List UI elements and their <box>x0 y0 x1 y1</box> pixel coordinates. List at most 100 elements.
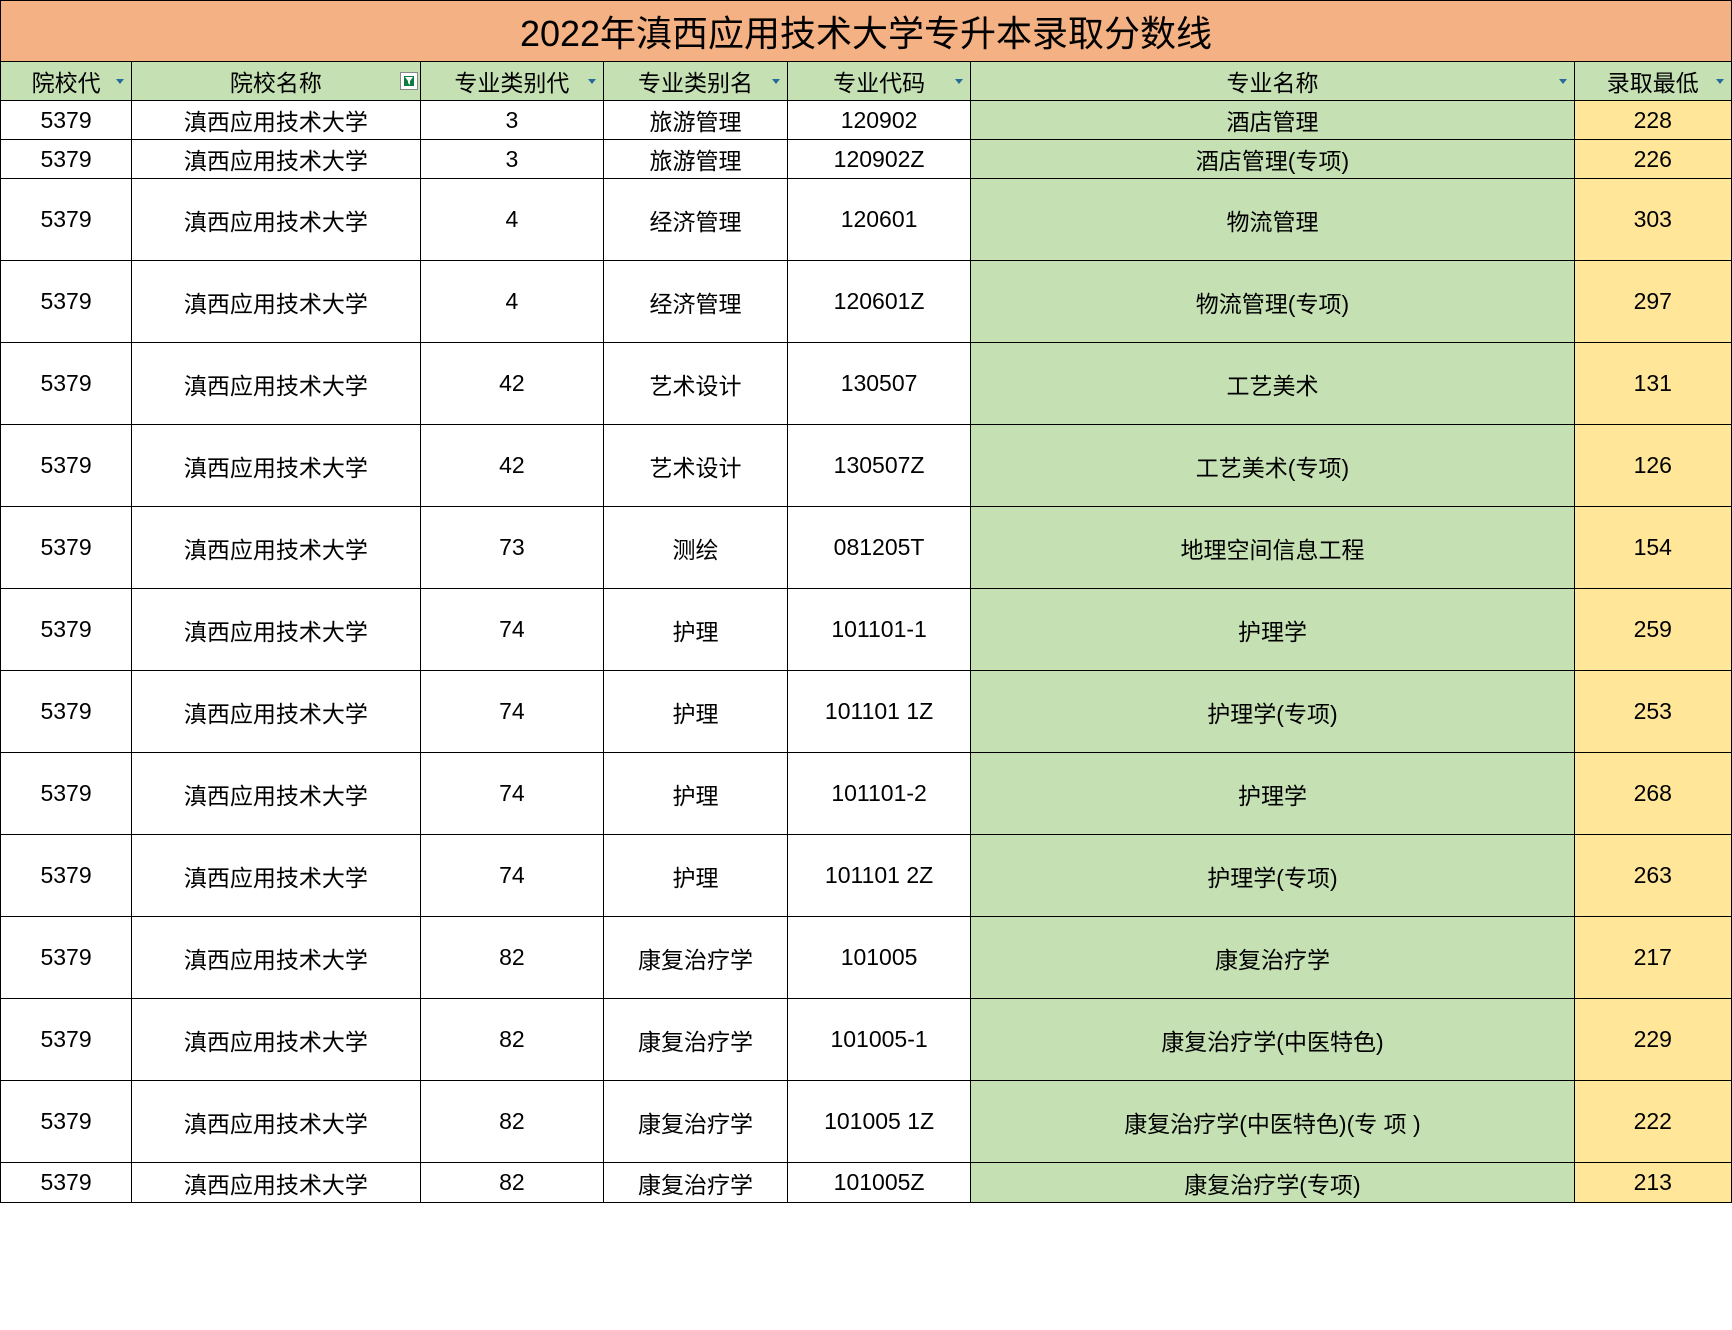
cell-major_code: 120902Z <box>787 140 971 179</box>
cell-school_code: 5379 <box>1 835 132 917</box>
header-label: 专业类别名 <box>638 64 753 98</box>
cell-major_name: 康复治疗学(中医特色) <box>971 999 1574 1081</box>
header-label: 专业名称 <box>1226 64 1318 98</box>
cell-cat_code: 82 <box>420 1081 604 1163</box>
cell-major_code: 130507Z <box>787 425 971 507</box>
cell-major_code: 101005 1Z <box>787 1081 971 1163</box>
cell-score: 217 <box>1574 917 1731 999</box>
cell-school_code: 5379 <box>1 999 132 1081</box>
header-label: 录取最低 <box>1607 64 1699 98</box>
table-row: 5379滇西应用技术大学82康复治疗学101005康复治疗学217 <box>1 917 1732 999</box>
table-row: 5379滇西应用技术大学4经济管理120601Z物流管理(专项)297 <box>1 261 1732 343</box>
filter-dropdown-icon[interactable] <box>1711 72 1729 90</box>
cell-school_code: 5379 <box>1 917 132 999</box>
cell-major_code: 120601Z <box>787 261 971 343</box>
cell-major_code: 081205T <box>787 507 971 589</box>
cell-score: 297 <box>1574 261 1731 343</box>
filter-dropdown-icon[interactable] <box>111 72 129 90</box>
header-major_name[interactable]: 专业名称 <box>971 62 1574 101</box>
cell-major_code: 120902 <box>787 101 971 140</box>
cell-cat_name: 艺术设计 <box>604 425 788 507</box>
cell-score: 303 <box>1574 179 1731 261</box>
cell-cat_name: 经济管理 <box>604 179 788 261</box>
cell-major_code: 101005 <box>787 917 971 999</box>
cell-score: 213 <box>1574 1163 1731 1203</box>
cell-school_name: 滇西应用技术大学 <box>132 179 421 261</box>
header-score[interactable]: 录取最低 <box>1574 62 1731 101</box>
table-row: 5379滇西应用技术大学73测绘081205T地理空间信息工程154 <box>1 507 1732 589</box>
cell-cat_name: 测绘 <box>604 507 788 589</box>
cell-school_code: 5379 <box>1 101 132 140</box>
cell-score: 268 <box>1574 753 1731 835</box>
cell-school_name: 滇西应用技术大学 <box>132 261 421 343</box>
header-cat_name[interactable]: 专业类别名 <box>604 62 788 101</box>
filter-dropdown-icon[interactable] <box>583 72 601 90</box>
cell-score: 259 <box>1574 589 1731 671</box>
cell-cat_code: 3 <box>420 101 604 140</box>
cell-school_name: 滇西应用技术大学 <box>132 1081 421 1163</box>
cell-school_name: 滇西应用技术大学 <box>132 140 421 179</box>
cell-major_name: 地理空间信息工程 <box>971 507 1574 589</box>
cell-cat_code: 4 <box>420 261 604 343</box>
cell-major_name: 物流管理(专项) <box>971 261 1574 343</box>
cell-cat_name: 艺术设计 <box>604 343 788 425</box>
cell-cat_code: 4 <box>420 179 604 261</box>
filter-dropdown-icon[interactable] <box>950 72 968 90</box>
cell-cat_code: 74 <box>420 835 604 917</box>
filter-applied-icon[interactable] <box>400 72 418 90</box>
cell-major_name: 康复治疗学(中医特色)(专 项 ) <box>971 1081 1574 1163</box>
table-row: 5379滇西应用技术大学42艺术设计130507Z工艺美术(专项)126 <box>1 425 1732 507</box>
cell-cat_name: 康复治疗学 <box>604 999 788 1081</box>
cell-cat_name: 康复治疗学 <box>604 1163 788 1203</box>
cell-school_code: 5379 <box>1 179 132 261</box>
filter-dropdown-icon[interactable] <box>1554 72 1572 90</box>
cell-cat_name: 康复治疗学 <box>604 1081 788 1163</box>
cell-major_code: 101101 2Z <box>787 835 971 917</box>
filter-dropdown-icon[interactable] <box>767 72 785 90</box>
cell-cat_name: 护理 <box>604 753 788 835</box>
header-school_code[interactable]: 院校代 <box>1 62 132 101</box>
cell-score: 126 <box>1574 425 1731 507</box>
cell-school_name: 滇西应用技术大学 <box>132 101 421 140</box>
cell-cat_code: 74 <box>420 753 604 835</box>
cell-school_name: 滇西应用技术大学 <box>132 1163 421 1203</box>
header-row: 院校代 院校名称 专业类别代 专业类别名 专业代码 专业名称 录取最低 <box>1 62 1732 101</box>
cell-school_name: 滇西应用技术大学 <box>132 835 421 917</box>
cell-major_name: 护理学 <box>971 589 1574 671</box>
cell-major_code: 101005Z <box>787 1163 971 1203</box>
table-body: 5379滇西应用技术大学3旅游管理120902酒店管理2285379滇西应用技术… <box>1 101 1732 1203</box>
cell-major_name: 工艺美术(专项) <box>971 425 1574 507</box>
title-row: 2022年滇西应用技术大学专升本录取分数线 <box>1 1 1732 62</box>
cell-cat_name: 护理 <box>604 835 788 917</box>
cell-major_name: 酒店管理(专项) <box>971 140 1574 179</box>
header-cat_code[interactable]: 专业类别代 <box>420 62 604 101</box>
header-major_code[interactable]: 专业代码 <box>787 62 971 101</box>
table-row: 5379滇西应用技术大学74护理101101-1护理学259 <box>1 589 1732 671</box>
cell-major_name: 护理学(专项) <box>971 835 1574 917</box>
cell-school_code: 5379 <box>1 753 132 835</box>
cell-school_name: 滇西应用技术大学 <box>132 343 421 425</box>
cell-school_code: 5379 <box>1 343 132 425</box>
cell-score: 131 <box>1574 343 1731 425</box>
cell-school_name: 滇西应用技术大学 <box>132 917 421 999</box>
cell-cat_name: 经济管理 <box>604 261 788 343</box>
header-label: 专业代码 <box>833 64 925 98</box>
cell-major_name: 工艺美术 <box>971 343 1574 425</box>
cell-major_code: 130507 <box>787 343 971 425</box>
table-title: 2022年滇西应用技术大学专升本录取分数线 <box>1 1 1732 62</box>
cell-school_name: 滇西应用技术大学 <box>132 999 421 1081</box>
cell-major_code: 101101 1Z <box>787 671 971 753</box>
table-row: 5379滇西应用技术大学42艺术设计130507工艺美术131 <box>1 343 1732 425</box>
header-label: 院校名称 <box>230 64 322 98</box>
cell-cat_code: 42 <box>420 343 604 425</box>
header-label: 专业类别代 <box>454 64 569 98</box>
admission-score-table: 2022年滇西应用技术大学专升本录取分数线 院校代 院校名称 专业类别代 专业类别名 专… <box>0 0 1732 1203</box>
cell-score: 253 <box>1574 671 1731 753</box>
cell-cat_code: 74 <box>420 589 604 671</box>
cell-major_name: 康复治疗学(专项) <box>971 1163 1574 1203</box>
cell-major_name: 酒店管理 <box>971 101 1574 140</box>
cell-cat_name: 旅游管理 <box>604 140 788 179</box>
cell-major_name: 物流管理 <box>971 179 1574 261</box>
header-school_name[interactable]: 院校名称 <box>132 62 421 101</box>
cell-major_code: 120601 <box>787 179 971 261</box>
